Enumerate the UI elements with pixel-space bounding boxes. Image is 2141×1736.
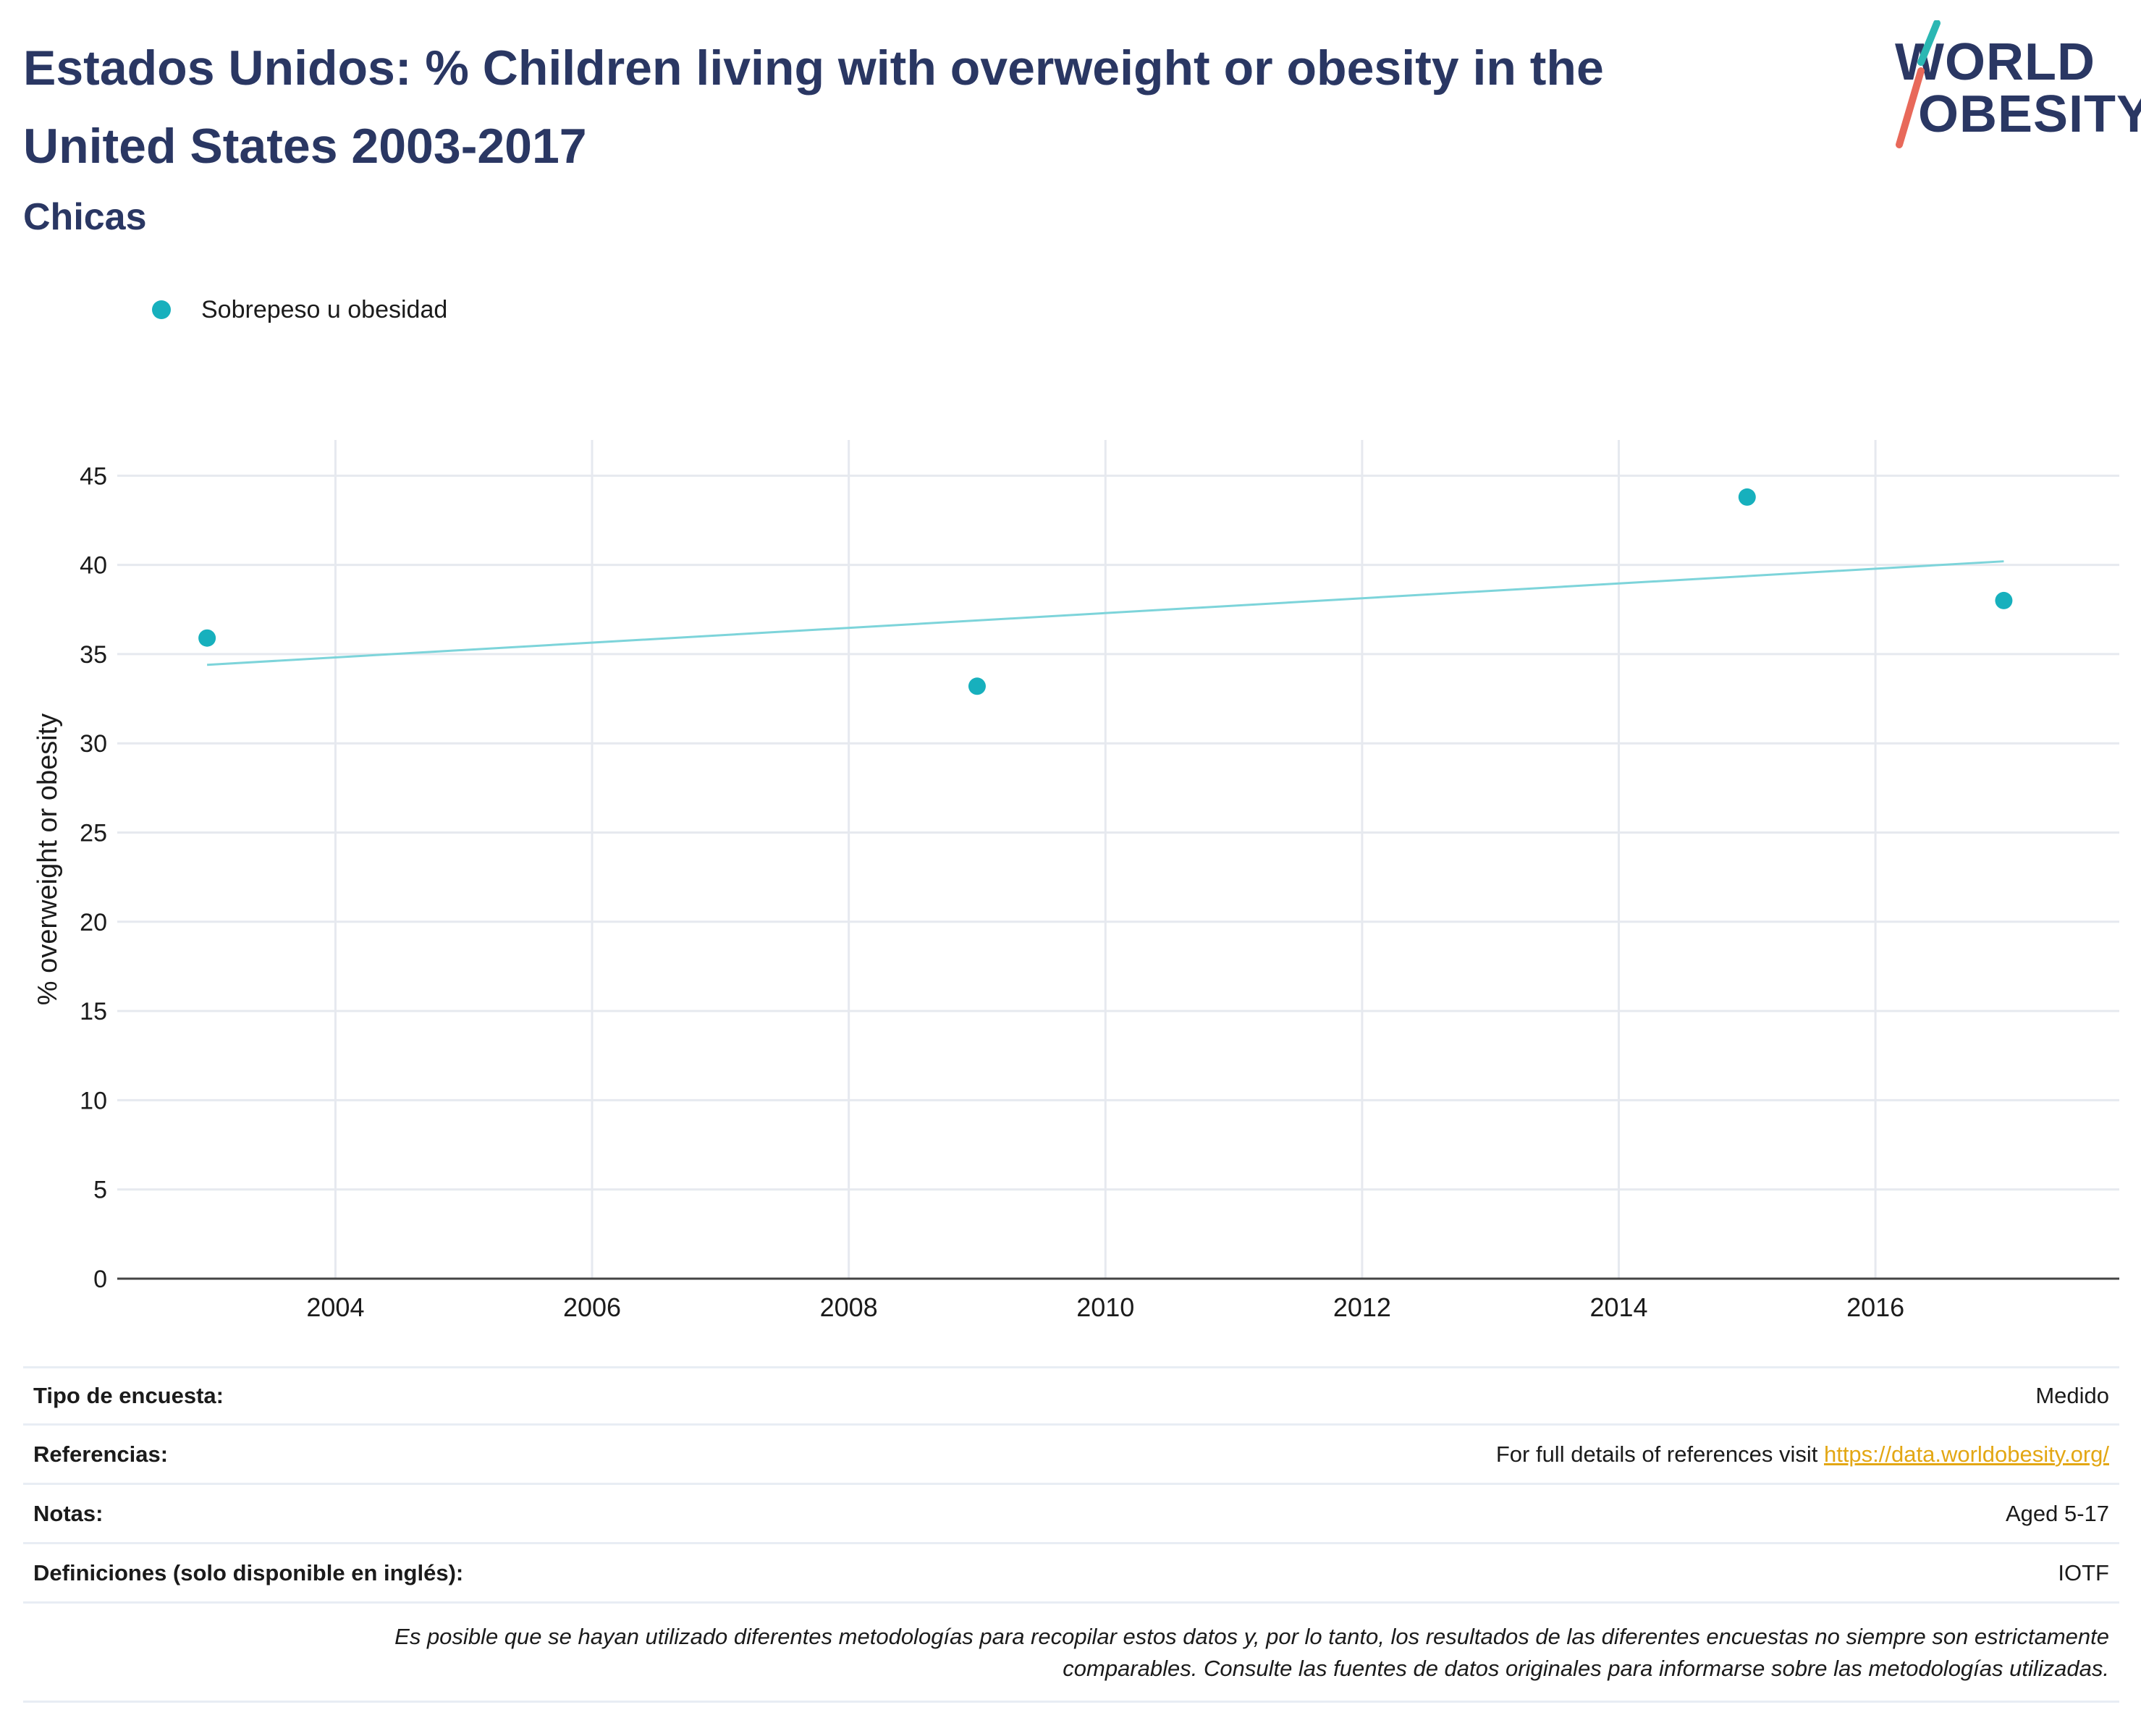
notes-label: Notas: xyxy=(33,1500,104,1526)
x-tick-label: 2014 xyxy=(1589,1292,1647,1322)
legend-label: Sobrepeso u obesidad xyxy=(201,295,448,323)
logo-slash-icon xyxy=(1896,20,1941,148)
table-row: Tipo de encuesta: Medido xyxy=(23,1366,2119,1426)
y-tick-label: 45 xyxy=(80,462,107,490)
methodology-disclaimer: Es posible que se hayan utilizado difere… xyxy=(23,1608,2119,1703)
chart-title: Estados Unidos: % Children living with o… xyxy=(23,41,1604,174)
x-tick-label: 2008 xyxy=(820,1292,878,1322)
y-tick-label: 0 xyxy=(93,1266,107,1293)
references-label: Referencias: xyxy=(33,1441,169,1467)
survey-type-value: Medido xyxy=(2035,1383,2109,1408)
definitions-value: IOTF xyxy=(2058,1559,2109,1585)
x-tick-label: 2004 xyxy=(306,1292,364,1322)
references-link[interactable]: https://data.worldobesity.org/ xyxy=(1823,1441,2109,1467)
table-row: Referencias: For full details of referen… xyxy=(23,1426,2119,1485)
x-tick-label: 2006 xyxy=(563,1292,621,1322)
y-tick-label: 5 xyxy=(93,1177,107,1204)
scatter-chart: 0 5 10 15 20 25 30 35 40 45 2004 2006 2008 2010 2012 20… xyxy=(33,440,2119,1322)
data-point xyxy=(1738,488,1756,506)
definitions-label: Definiciones (solo disponible en inglés)… xyxy=(33,1559,464,1585)
y-tick-label: 25 xyxy=(80,820,107,847)
survey-type-label: Tipo de encuesta: xyxy=(33,1383,224,1408)
logo-word-2: OBESITY xyxy=(1918,85,2141,143)
y-tick-label: 15 xyxy=(80,998,107,1025)
references-value: For full details of references visit htt… xyxy=(1496,1441,2109,1468)
data-point xyxy=(968,677,986,695)
legend-marker xyxy=(152,300,171,319)
table-row: Definiciones (solo disponible en inglés)… xyxy=(23,1544,2119,1604)
y-tick-label: 30 xyxy=(80,730,107,758)
data-point xyxy=(198,629,216,647)
notes-value: Aged 5-17 xyxy=(2005,1500,2109,1526)
trend-line xyxy=(207,560,2004,666)
y-tick-label: 40 xyxy=(80,552,107,580)
x-tick-label: 2012 xyxy=(1333,1292,1391,1322)
y-tick-label: 20 xyxy=(80,909,107,936)
table-row: Notas: Aged 5-17 xyxy=(23,1485,2119,1544)
y-tick-label: 35 xyxy=(80,641,107,669)
x-tick-label: 2010 xyxy=(1076,1292,1134,1322)
x-tick-label: 2016 xyxy=(1846,1292,1904,1322)
y-axis-label: % overweight or obesity xyxy=(33,714,63,1005)
y-tick-label: 10 xyxy=(80,1087,107,1114)
references-text: For full details of references visit xyxy=(1495,1441,1824,1467)
metadata-table: Tipo de encuesta: Medido Referencias: Fo… xyxy=(23,1366,2119,1604)
chart-subtitle: Chicas xyxy=(23,196,147,238)
disclaimer-line-1: Es posible que se hayan utilizado difere… xyxy=(394,1624,2109,1649)
data-point xyxy=(1995,591,2013,609)
chart-legend: Sobrepeso u obesidad xyxy=(152,289,447,330)
disclaimer-line-2: comparables. Consulte las fuentes de dat… xyxy=(1063,1656,2109,1681)
world-obesity-logo: WORLD OBESITY xyxy=(1889,20,2141,151)
